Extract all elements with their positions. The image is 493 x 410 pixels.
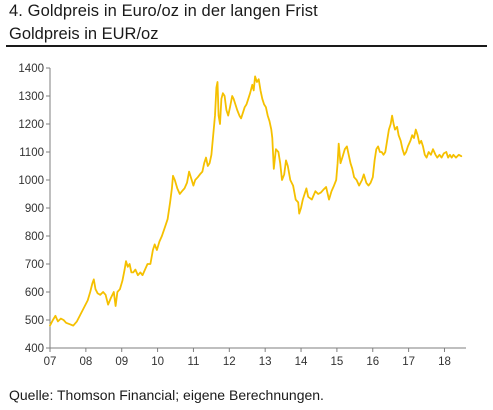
source-note: Quelle: Thomson Financial; eigene Berech… [9, 387, 324, 403]
x-tick-label: 11 [187, 356, 199, 368]
y-tick-label: 900 [25, 203, 44, 215]
gold-price-chart: 400 500 600 700 800 900 1000 1100 1200 1300 1400 0… [18, 63, 466, 368]
y-tick-label: 1000 [18, 175, 44, 187]
x-tick-label: 14 [295, 356, 308, 368]
axes [49, 68, 466, 349]
y-tick-label: 800 [25, 231, 44, 243]
x-tick-label: 16 [366, 356, 379, 368]
title-rule [6, 45, 487, 47]
y-tick-label: 1100 [19, 147, 44, 159]
y-tick-label: 500 [25, 315, 44, 327]
x-tick-label: 18 [438, 356, 451, 368]
x-tick-label: 12 [223, 356, 236, 368]
y-tick-label: 600 [25, 287, 44, 299]
x-tick-label: 10 [151, 356, 164, 368]
chart-subtitle: Goldpreis in EUR/oz [9, 25, 159, 43]
x-tick-label: 09 [115, 356, 128, 368]
x-axis-ticks: 07 08 09 10 11 12 13 14 15 16 17 18 [44, 348, 451, 368]
y-tick-label: 1400 [18, 63, 44, 75]
x-tick-label: 17 [402, 356, 415, 368]
y-axis-ticks: 400 500 600 700 800 900 1000 1100 1200 1300 1400 [18, 63, 50, 355]
y-tick-label: 400 [25, 343, 44, 355]
gold-price-series-line [49, 75, 463, 327]
chart-heading: 4. Goldpreis in Euro/oz in der langen Fr… [9, 2, 318, 20]
x-tick-label: 13 [259, 356, 272, 368]
plot-area [49, 75, 463, 327]
x-tick-label: 07 [44, 356, 57, 368]
y-tick-label: 1200 [18, 119, 44, 131]
y-tick-label: 700 [25, 259, 44, 271]
y-tick-label: 1300 [18, 91, 44, 103]
x-tick-label: 15 [330, 356, 343, 368]
x-tick-label: 08 [79, 356, 92, 368]
